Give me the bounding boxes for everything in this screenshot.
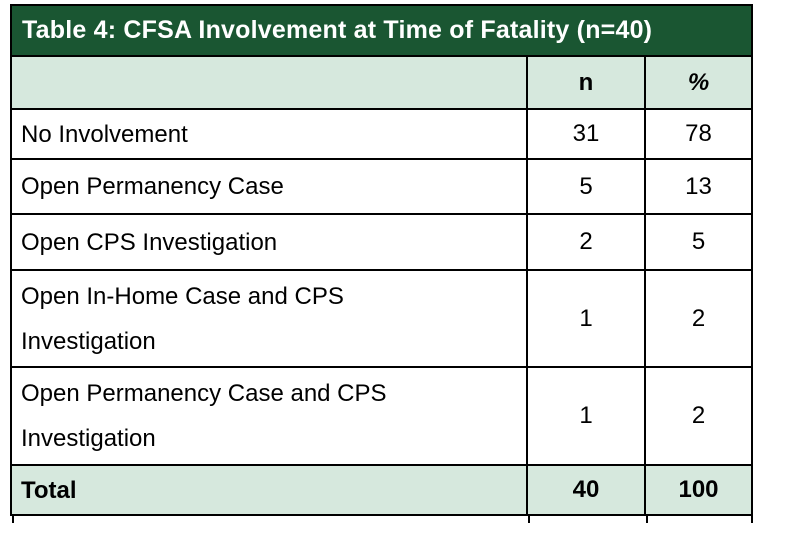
cropped-next-row-border [646, 514, 648, 523]
cropped-next-row-border [528, 514, 530, 523]
row-n-value: 5 [526, 160, 644, 213]
header-percent: % [644, 57, 751, 108]
cfsa-involvement-table: Table 4: CFSA Involvement at Time of Fat… [10, 4, 753, 523]
row-pct-value: 2 [644, 368, 751, 464]
row-pct-value: 2 [644, 271, 751, 366]
cropped-next-row-border [751, 514, 753, 523]
table-row: Open In-Home Case and CPS Investigation … [12, 269, 751, 366]
table-row: Open CPS Investigation 2 5 [12, 213, 751, 269]
row-label-line: Open In-Home Case and CPS [21, 282, 344, 310]
row-label: Open Permanency Case [21, 173, 284, 200]
table-row: Open Permanency Case and CPS Investigati… [12, 366, 751, 464]
total-label: Total [21, 476, 77, 504]
row-pct-value: 5 [644, 215, 751, 269]
total-n-value: 40 [526, 466, 644, 514]
table-row: No Involvement 31 78 [12, 108, 751, 158]
header-blank-cell [12, 57, 526, 108]
header-n: n [526, 57, 644, 108]
row-label: No Involvement [21, 120, 188, 148]
row-label: Open CPS Investigation [21, 228, 278, 256]
table-total-row: Total 40 100 [12, 464, 751, 514]
row-label: Open Permanency Case and CPS Investigati… [12, 368, 526, 464]
row-n-value: 2 [526, 215, 644, 269]
row-n-value: 1 [526, 368, 644, 464]
cropped-next-row-border [12, 514, 14, 523]
row-n-value: 1 [526, 271, 644, 366]
row-label-line: Investigation [21, 327, 156, 355]
total-pct-value: 100 [644, 466, 751, 514]
row-label-line: Open Permanency Case and CPS [21, 380, 387, 407]
row-pct-value: 13 [644, 160, 751, 213]
row-pct-value: 78 [644, 110, 751, 158]
row-n-value: 31 [526, 110, 644, 158]
row-label: Open In-Home Case and CPS Investigation [12, 271, 526, 366]
table-header-row: n % [12, 55, 751, 108]
row-label-line: Investigation [21, 425, 156, 452]
table-title: Table 4: CFSA Involvement at Time of Fat… [12, 6, 751, 55]
table-row: Open Permanency Case 5 13 [12, 158, 751, 213]
